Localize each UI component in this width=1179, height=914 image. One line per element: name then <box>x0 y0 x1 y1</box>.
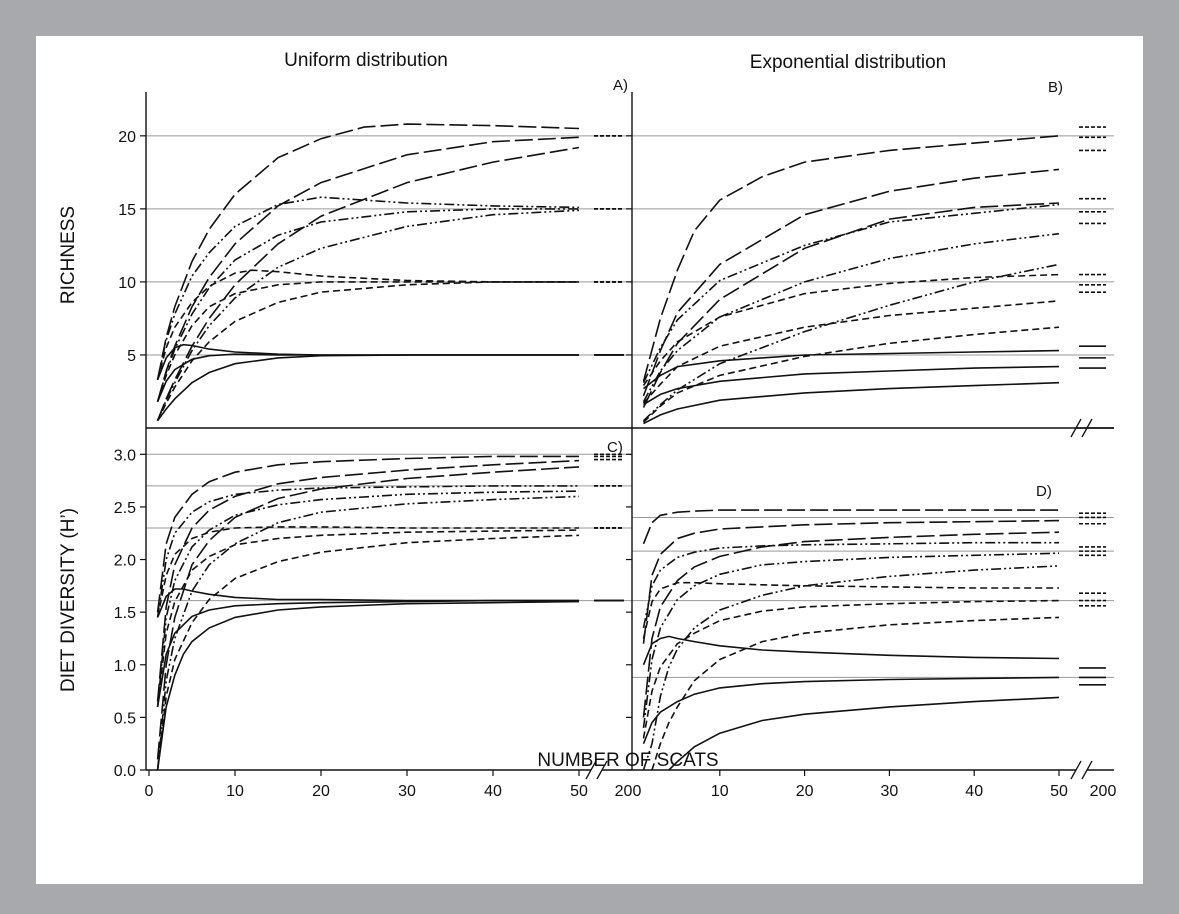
series-line-a-4 <box>156 281 579 402</box>
x-tick-label-left-0: 0 <box>145 783 154 800</box>
series-line-b-5 <box>642 273 1060 387</box>
series-line-a-1 <box>156 353 579 403</box>
series-line-b-9 <box>642 202 1060 408</box>
x-tick-label-left-1: 10 <box>226 783 244 800</box>
y-tick-label-c-2: 1.0 <box>114 658 136 675</box>
series-line-d-1 <box>642 676 1060 744</box>
series-line-a-2 <box>156 343 579 381</box>
y-axis-title-diversity: DIET DIVERSITY (H’) <box>58 508 79 692</box>
series-line-c-5 <box>156 526 579 618</box>
x-tick-label-left-5: 50 <box>570 783 588 800</box>
y-tick-label-c-5: 2.5 <box>114 500 136 517</box>
series-line-c-0 <box>156 600 580 771</box>
series-line-c-3 <box>156 534 580 771</box>
panel-label-d: D) <box>1036 483 1052 500</box>
series-line-b-2 <box>643 349 1060 390</box>
x-tick-label-right-5: 50 <box>1050 783 1068 800</box>
rarefaction-figure: Uniform distribution Exponential distrib… <box>58 50 1117 800</box>
figure-frame: Uniform distribution Exponential distrib… <box>36 36 1143 884</box>
y-tick-label-c-3: 1.5 <box>114 605 136 622</box>
series-line-c-9 <box>156 466 580 760</box>
column-title-uniform: Uniform distribution <box>284 50 448 71</box>
axis-break-mark-2-b <box>1081 418 1093 438</box>
x-tick-label-left-3: 30 <box>398 783 416 800</box>
series-line-b-10 <box>642 168 1060 397</box>
axis-break-mark-1-a <box>1070 760 1082 780</box>
series-line-a-6 <box>156 209 580 422</box>
axis-break-mark-1-b <box>1081 760 1093 780</box>
series-line-d-0 <box>668 696 1060 771</box>
y-axis-title-richness: RICHNESS <box>58 206 79 304</box>
series-line-b-3 <box>642 326 1060 423</box>
series-line-d-3 <box>651 616 1060 771</box>
panel-label-b: B) <box>1048 79 1063 96</box>
y-tick-label-c-0: 0.0 <box>114 763 136 780</box>
series-line-b-6 <box>642 263 1060 422</box>
series-line-a-10 <box>156 136 580 402</box>
series-line-d-6 <box>642 565 1060 771</box>
x-tick-label-left-2: 20 <box>312 783 330 800</box>
series-line-c-4 <box>156 529 580 707</box>
series-line-c-8 <box>156 485 579 618</box>
x-axis-title: NUMBER OF SCATS <box>537 750 718 771</box>
series-line-d-5 <box>642 581 1059 639</box>
x-tick-label-right-4: 40 <box>965 783 983 800</box>
series-line-d-11 <box>642 509 1059 545</box>
series-line-d-10 <box>642 519 1060 644</box>
y-tick-label-a-1: 10 <box>118 275 136 292</box>
series-line-a-7 <box>156 208 579 402</box>
y-tick-label-c-1: 0.5 <box>114 710 136 727</box>
axis-break-mark-0-a <box>585 760 597 780</box>
series-line-a-9 <box>156 146 580 421</box>
series-line-c-1 <box>156 599 579 708</box>
series-line-b-1 <box>643 365 1060 406</box>
y-tick-label-a-3: 20 <box>118 129 136 146</box>
y-tick-label-a-2: 15 <box>118 202 136 219</box>
series-line-c-11 <box>156 455 579 613</box>
series-line-b-7 <box>642 232 1060 403</box>
series-line-d-9 <box>642 531 1060 718</box>
series-line-d-7 <box>642 552 1060 728</box>
plot-layer: 5 10 15 20 0.0 0.5 1.0 1.5 2.0 2.5 3.0 0 10 20 30 40 50 1… <box>114 92 1117 800</box>
x-tick-label-left-4: 40 <box>484 783 502 800</box>
y-tick-label-a-0: 5 <box>127 348 136 365</box>
series-line-d-8 <box>642 541 1059 629</box>
series-line-b-11 <box>642 135 1060 382</box>
column-title-exponential: Exponential distribution <box>750 52 946 73</box>
x-tick-label-right-3: 30 <box>881 783 899 800</box>
series-line-a-5 <box>156 269 579 381</box>
x-tick-label-left-200: 200 <box>615 783 642 800</box>
x-tick-label-right-1: 10 <box>711 783 729 800</box>
series-line-c-10 <box>156 459 580 702</box>
axis-break-mark-2-a <box>1070 418 1082 438</box>
series-line-a-3 <box>156 281 579 422</box>
series-line-a-11 <box>156 123 580 380</box>
series-line-c-6 <box>156 495 580 771</box>
series-line-a-8 <box>156 196 580 380</box>
y-tick-label-c-6: 3.0 <box>114 447 136 464</box>
series-line-d-4 <box>642 599 1060 739</box>
panel-label-c: C) <box>607 439 623 456</box>
axis-break-mark-0-b <box>596 760 608 780</box>
panel-label-a: A) <box>613 77 628 94</box>
series-line-b-0 <box>643 381 1060 425</box>
series-line-b-8 <box>642 203 1060 384</box>
series-line-d-2 <box>642 635 1060 666</box>
y-tick-label-c-4: 2.0 <box>114 553 136 570</box>
x-tick-label-right-2: 20 <box>796 783 814 800</box>
series-line-c-7 <box>156 490 580 707</box>
x-tick-label-right-200: 200 <box>1090 783 1117 800</box>
series-line-a-0 <box>156 354 579 422</box>
